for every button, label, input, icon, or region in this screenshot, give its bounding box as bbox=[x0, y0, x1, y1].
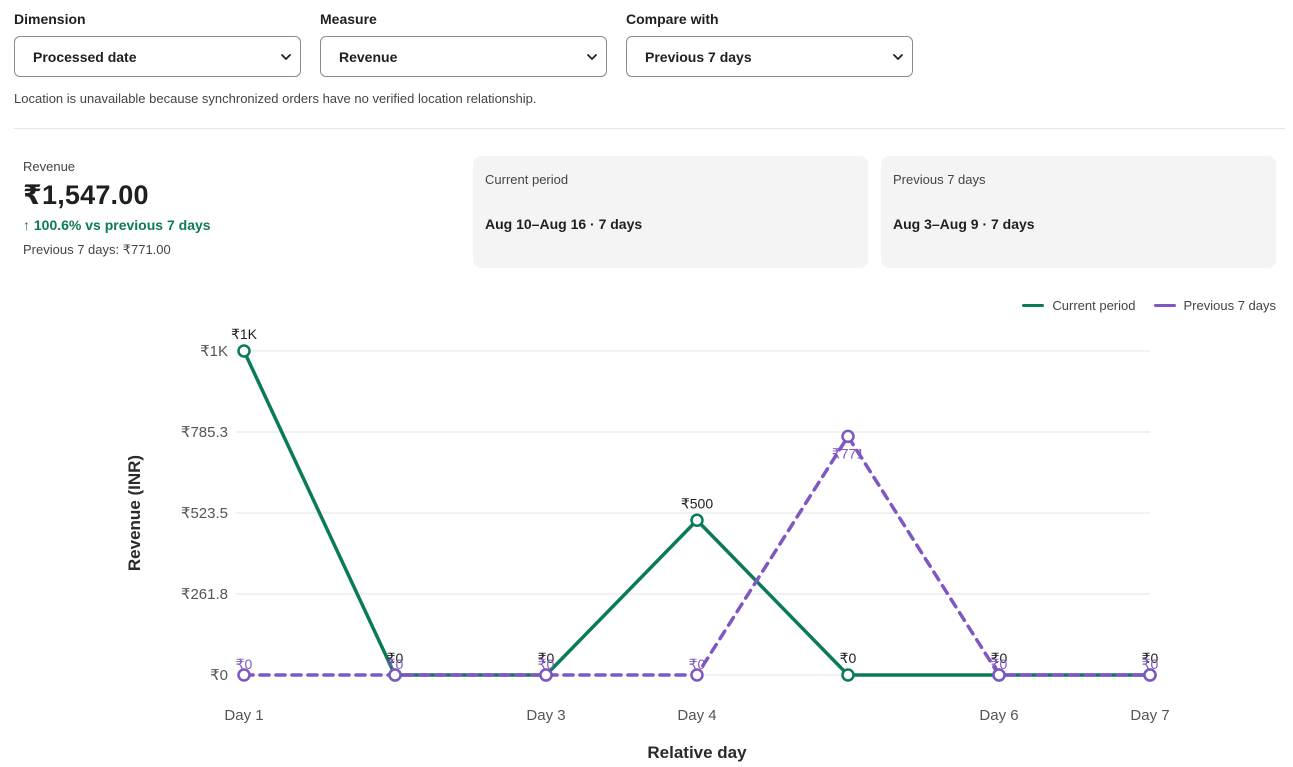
metric-change: ↑ 100.6% vs previous 7 days bbox=[23, 217, 211, 233]
y-axis-title: Revenue (INR) bbox=[125, 455, 144, 571]
x-tick-label: Day 1 bbox=[224, 707, 263, 724]
legend-swatch-previous bbox=[1153, 304, 1176, 307]
compare-select[interactable]: Previous 7 days bbox=[626, 36, 913, 77]
metric-value: ₹1,547.00 bbox=[23, 180, 149, 210]
data-point-previous bbox=[992, 668, 1006, 682]
y-tick-label: ₹261.8 bbox=[181, 586, 228, 603]
data-label-previous: ₹0 bbox=[538, 656, 555, 672]
data-label-current: ₹500 bbox=[681, 495, 713, 511]
compare-control: Compare with Previous 7 days bbox=[626, 10, 913, 77]
revenue-metric: Revenue ₹1,547.00 ↑ 100.6% vs previous 7… bbox=[23, 159, 211, 258]
chevron-down-icon bbox=[893, 53, 903, 60]
data-point-current bbox=[237, 344, 251, 358]
y-tick-label: ₹785.3 bbox=[181, 424, 228, 441]
dimension-control: Dimension Processed date bbox=[14, 10, 301, 77]
chart-legend: Current period Previous 7 days bbox=[1022, 298, 1276, 313]
previous-period-card: Previous 7 days Aug 3–Aug 9 · 7 days bbox=[881, 156, 1276, 268]
x-tick-label: Day 4 bbox=[677, 707, 716, 724]
data-label-current: ₹1K bbox=[231, 326, 258, 342]
card-value: Aug 3–Aug 9 · 7 days bbox=[893, 216, 1035, 232]
x-tick-label: Day 7 bbox=[1130, 707, 1169, 724]
data-label-current: ₹0 bbox=[991, 650, 1008, 666]
chevron-down-icon bbox=[281, 53, 291, 60]
card-title: Previous 7 days bbox=[893, 172, 986, 187]
data-point-previous bbox=[539, 668, 553, 682]
data-label-current: ₹0 bbox=[387, 650, 404, 666]
data-point-previous bbox=[690, 668, 704, 682]
legend-item-current[interactable]: Current period bbox=[1022, 298, 1136, 313]
data-point-previous bbox=[841, 429, 855, 444]
y-tick-label: ₹523.5 bbox=[181, 505, 228, 522]
data-label-previous: ₹0 bbox=[236, 656, 253, 672]
location-note: Location is unavailable because synchron… bbox=[14, 91, 537, 106]
card-value: Aug 10–Aug 16 · 7 days bbox=[485, 216, 643, 232]
metric-label: Revenue bbox=[23, 159, 76, 174]
measure-value: Revenue bbox=[339, 48, 398, 65]
measure-label: Measure bbox=[320, 11, 377, 27]
dimension-select[interactable]: Processed date bbox=[14, 36, 301, 77]
data-label-previous: ₹0 bbox=[991, 656, 1008, 672]
data-point-previous bbox=[388, 668, 402, 682]
y-tick-label: ₹0 bbox=[210, 667, 228, 684]
data-label-previous: ₹0 bbox=[689, 656, 706, 672]
x-tick-label: Day 6 bbox=[979, 707, 1018, 724]
compare-label: Compare with bbox=[626, 11, 719, 27]
data-point-previous bbox=[1143, 668, 1157, 682]
data-point-current bbox=[841, 668, 855, 682]
legend-swatch-current bbox=[1022, 304, 1045, 307]
data-label-current: ₹0 bbox=[538, 650, 555, 666]
measure-select[interactable]: Revenue bbox=[320, 36, 607, 77]
data-point-previous bbox=[237, 668, 251, 682]
data-label-current: ₹0 bbox=[840, 650, 857, 666]
dimension-label: Dimension bbox=[14, 11, 86, 27]
dimension-value: Processed date bbox=[33, 48, 137, 65]
x-tick-label: Day 3 bbox=[526, 707, 565, 724]
data-point-current bbox=[690, 513, 704, 528]
chevron-down-icon bbox=[587, 53, 597, 60]
data-label-previous: ₹0 bbox=[387, 656, 404, 672]
legend-label-previous: Previous 7 days bbox=[1183, 298, 1277, 313]
data-label-current: ₹0 bbox=[1142, 650, 1159, 666]
current-period-card: Current period Aug 10–Aug 16 · 7 days bbox=[473, 156, 868, 268]
legend-label-current: Current period bbox=[1052, 298, 1136, 313]
card-title: Current period bbox=[485, 172, 569, 187]
x-axis-title: Relative day bbox=[647, 743, 747, 762]
divider bbox=[14, 128, 1285, 129]
filter-controls: Dimension Processed date Measure Revenue… bbox=[14, 10, 913, 77]
y-tick-label: ₹1K bbox=[200, 343, 228, 360]
compare-value: Previous 7 days bbox=[645, 48, 752, 65]
data-label-previous: ₹0 bbox=[1142, 656, 1159, 672]
legend-item-previous[interactable]: Previous 7 days bbox=[1153, 298, 1277, 313]
metric-previous: Previous 7 days: ₹771.00 bbox=[23, 242, 171, 257]
data-label-previous: ₹771 bbox=[832, 445, 864, 461]
measure-control: Measure Revenue bbox=[320, 10, 607, 77]
